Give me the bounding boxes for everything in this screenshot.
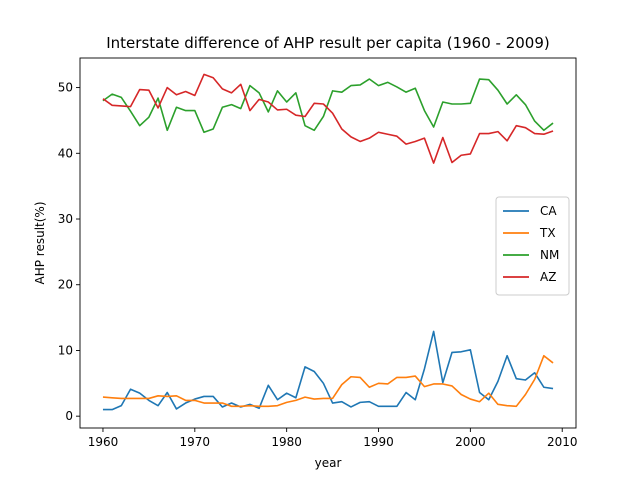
- y-tick-label: 30: [58, 212, 73, 226]
- x-tick-label: 2010: [547, 435, 578, 449]
- y-tick-label: 0: [65, 409, 73, 423]
- x-tick-label: 1960: [88, 435, 119, 449]
- legend-label-az: AZ: [540, 270, 556, 284]
- series-line-az: [102, 73, 554, 164]
- x-axis-label: year: [315, 456, 342, 470]
- x-tick-label: 2000: [455, 435, 486, 449]
- series-line-nm: [102, 78, 554, 134]
- series-line-tx: [102, 354, 554, 408]
- x-tick-label: 1980: [271, 435, 302, 449]
- y-tick-label: 50: [58, 81, 73, 95]
- legend: CA TX NM AZ: [495, 196, 570, 296]
- y-tick-label: 20: [58, 278, 73, 292]
- y-axis-label: AHP result(%): [33, 202, 47, 285]
- legend-label-nm: NM: [540, 248, 559, 262]
- x-axis: 1960 1970 1980 1990 2000 2010: [88, 428, 578, 449]
- chart-title: Interstate difference of AHP result per …: [106, 34, 549, 52]
- plot-lines: [102, 73, 554, 411]
- legend-box: [495, 196, 570, 296]
- x-tick-label: 1970: [180, 435, 211, 449]
- y-tick-label: 40: [58, 146, 73, 160]
- plot-frame: [79, 57, 577, 429]
- x-tick-label: 1990: [363, 435, 394, 449]
- series-line-ca: [102, 330, 554, 411]
- legend-label-ca: CA: [540, 204, 557, 218]
- y-axis: 0 10 20 30 40 50: [58, 81, 80, 423]
- y-tick-label: 10: [58, 343, 73, 357]
- legend-label-tx: TX: [539, 226, 556, 240]
